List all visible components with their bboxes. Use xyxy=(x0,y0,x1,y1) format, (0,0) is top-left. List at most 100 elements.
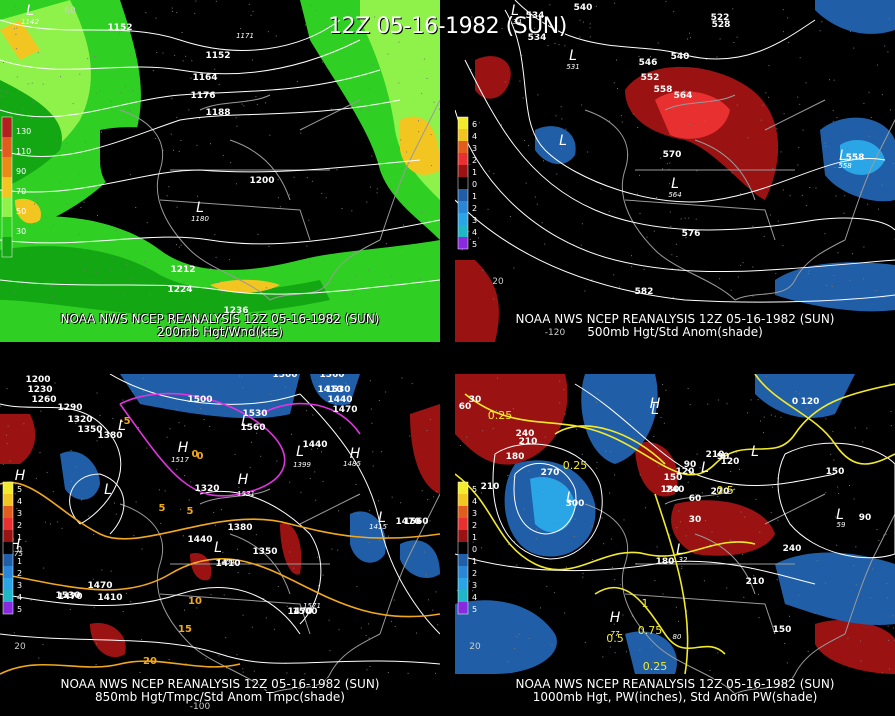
dot xyxy=(826,284,827,286)
dot xyxy=(735,452,737,454)
dot xyxy=(662,593,664,595)
dot xyxy=(291,433,292,435)
legend-frame xyxy=(457,116,469,250)
pw-contour xyxy=(654,493,689,675)
dot xyxy=(582,576,584,578)
dot xyxy=(306,177,308,179)
dot xyxy=(191,60,193,62)
dot xyxy=(273,628,275,630)
dot xyxy=(516,636,518,638)
dot xyxy=(99,90,101,92)
dot xyxy=(456,589,458,591)
pressure-value: 1531 xyxy=(237,490,255,498)
dot xyxy=(218,655,220,657)
dot xyxy=(390,620,392,622)
dot xyxy=(268,245,270,247)
dot xyxy=(190,481,192,483)
contour-label: 150 xyxy=(826,467,845,477)
low-symbol: L xyxy=(836,507,844,523)
dot xyxy=(668,183,670,185)
dot xyxy=(654,580,656,582)
dot xyxy=(394,626,396,627)
dot xyxy=(436,491,438,493)
anomaly-negative xyxy=(455,600,557,674)
legend-label: 1 xyxy=(472,557,477,566)
dot xyxy=(733,42,735,43)
contour-label: 210 xyxy=(706,450,725,460)
dot xyxy=(643,289,645,291)
dot xyxy=(164,490,166,492)
dot xyxy=(657,42,659,44)
dot xyxy=(203,419,205,420)
dot xyxy=(853,565,855,567)
dot xyxy=(263,598,265,599)
dot xyxy=(591,559,593,560)
contour-label: 1200 xyxy=(249,176,274,186)
contour-label: 1152 xyxy=(107,23,132,33)
dot xyxy=(181,32,183,33)
contour-label: 1176 xyxy=(190,91,215,101)
dot xyxy=(188,499,190,501)
dot xyxy=(22,108,24,110)
dot xyxy=(884,45,886,47)
dot xyxy=(418,131,420,133)
dot xyxy=(70,481,72,482)
anomaly-positive xyxy=(815,619,895,674)
dot xyxy=(180,508,182,510)
contour-label: 1188 xyxy=(205,108,230,118)
dot xyxy=(432,609,434,611)
dot xyxy=(623,519,625,521)
dot xyxy=(239,375,240,377)
contour-label: 1470 xyxy=(57,592,82,602)
dot xyxy=(124,85,126,87)
anomaly-positive xyxy=(190,553,212,581)
dot xyxy=(25,540,27,542)
dot xyxy=(95,92,97,94)
dot xyxy=(609,492,611,494)
dot xyxy=(7,425,9,427)
dot xyxy=(875,290,877,292)
dot xyxy=(668,168,670,170)
dot xyxy=(688,217,690,219)
dot xyxy=(703,580,705,582)
dot xyxy=(223,594,225,596)
coastline-segment xyxy=(159,593,311,635)
dot xyxy=(671,268,673,270)
dot xyxy=(54,382,56,384)
dot xyxy=(487,208,489,210)
dot xyxy=(730,471,732,472)
contour-label: 1260 xyxy=(31,395,56,405)
high-symbol: H xyxy=(178,440,189,456)
height-contour xyxy=(492,443,603,560)
dot xyxy=(821,21,823,23)
dot xyxy=(768,65,770,67)
dot xyxy=(881,672,883,674)
dot xyxy=(236,274,238,276)
dot xyxy=(609,451,611,453)
dot xyxy=(740,264,742,266)
dot xyxy=(619,584,621,586)
dot xyxy=(490,32,492,34)
dot xyxy=(665,389,667,391)
dot xyxy=(672,296,674,298)
anomaly-positive xyxy=(455,374,568,465)
dot xyxy=(809,187,811,188)
dot xyxy=(9,460,11,462)
dot xyxy=(673,183,675,185)
dot xyxy=(881,94,883,96)
dot xyxy=(496,409,497,411)
coastline-segment xyxy=(734,633,846,695)
pressure-value: 59 xyxy=(837,521,846,529)
dot xyxy=(15,483,17,485)
dot xyxy=(385,243,387,245)
dot xyxy=(763,235,765,237)
pw-label: 0.5 xyxy=(716,484,734,497)
height-contour xyxy=(0,159,421,193)
dot xyxy=(669,211,671,213)
dot xyxy=(242,668,244,670)
dot xyxy=(819,30,821,32)
dot xyxy=(251,441,252,443)
dot xyxy=(210,267,212,269)
dot xyxy=(277,179,279,181)
